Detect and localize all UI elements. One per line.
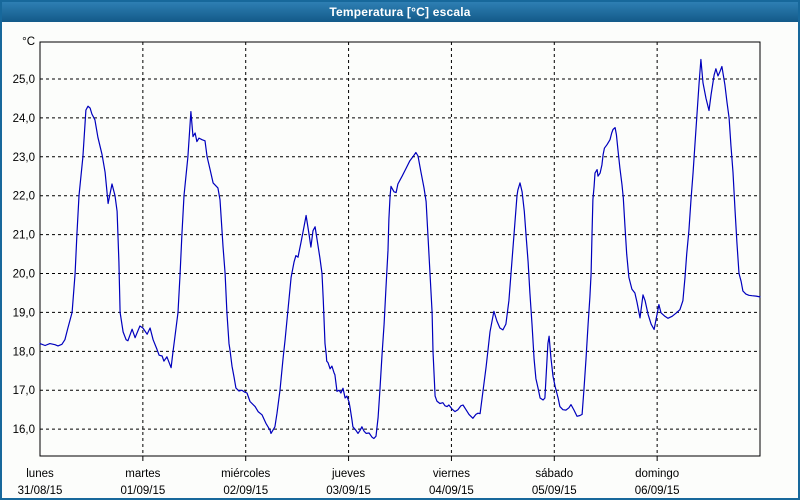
day-name-label: viernes xyxy=(433,468,470,480)
day-name-label: jueves xyxy=(331,468,365,480)
day-date-label: 31/08/15 xyxy=(18,485,63,497)
window-title: Temperatura [°C] escala xyxy=(329,5,471,19)
temperature-line xyxy=(39,58,761,440)
day-date-label: 04/09/15 xyxy=(429,485,474,497)
y-tick-label: 20,0 xyxy=(13,269,35,281)
y-tick-label: 21,0 xyxy=(13,230,35,242)
y-tick-label: 23,0 xyxy=(13,152,35,164)
y-tick-label: 25,0 xyxy=(13,74,35,86)
day-name-label: lunes xyxy=(26,468,54,480)
day-date-label: 05/09/15 xyxy=(532,485,577,497)
day-name-label: martes xyxy=(125,468,160,480)
temperature-chart: 16,0 17,0 18,0 19,0 20,0 21,0 22,0 23,0 24,0 25,0… xyxy=(13,36,761,497)
day-name-label: sábado xyxy=(535,468,573,480)
day-name-label: domingo xyxy=(635,468,679,480)
y-tick-label: 24,0 xyxy=(13,113,35,125)
y-tick-label: 19,0 xyxy=(13,307,35,319)
day-name-label: miércoles xyxy=(221,468,270,480)
title-bar: Temperatura [°C] escala xyxy=(2,2,798,22)
plot-border xyxy=(39,41,761,457)
day-date-label: 03/09/15 xyxy=(326,485,371,497)
chart-area: 16,0 17,0 18,0 19,0 20,0 21,0 22,0 23,0 24,0 25,0… xyxy=(2,22,798,498)
y-tick-label: 22,0 xyxy=(13,191,35,203)
y-tick-label: 18,0 xyxy=(13,346,35,358)
y-axis-unit-label: °C xyxy=(22,36,35,48)
day-date-label: 01/09/15 xyxy=(120,485,165,497)
y-tick-label: 17,0 xyxy=(13,385,35,397)
day-date-label: 02/09/15 xyxy=(223,485,268,497)
y-tick-label: 16,0 xyxy=(13,424,35,436)
day-date-label: 06/09/15 xyxy=(635,485,680,497)
